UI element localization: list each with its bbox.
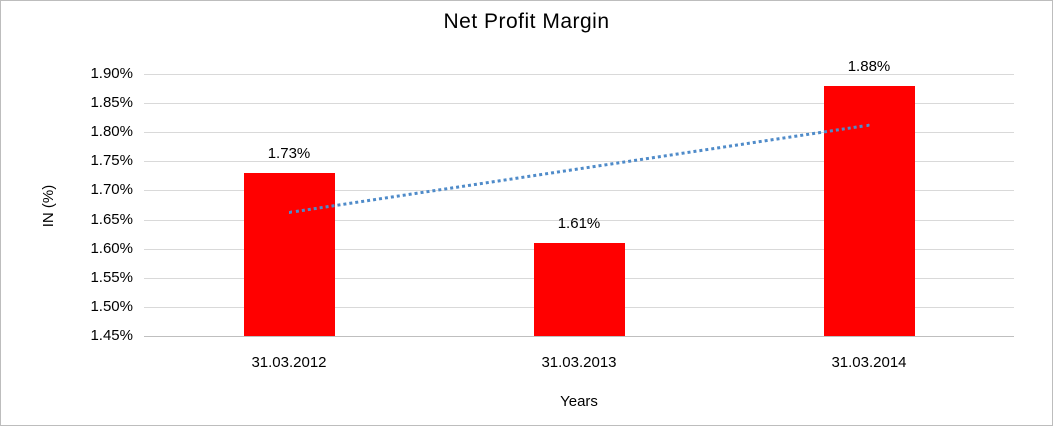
y-tick-label: 1.80%: [90, 123, 133, 140]
x-axis-line: [144, 336, 1014, 337]
y-tick-label: 1.90%: [90, 65, 133, 82]
y-tick-label: 1.85%: [90, 94, 133, 111]
y-tick-label: 1.65%: [90, 211, 133, 228]
y-tick-label: 1.75%: [90, 152, 133, 169]
y-tick-label: 1.50%: [90, 298, 133, 315]
gridline: [144, 220, 1014, 221]
bar-31.03.2013: [534, 243, 625, 336]
x-category-label: 31.03.2013: [541, 354, 617, 371]
gridline: [144, 132, 1014, 133]
y-axis-title: IN (%): [40, 184, 57, 228]
x-category-label: 31.03.2012: [251, 354, 327, 371]
linear-trendline: [288, 123, 870, 214]
gridline: [144, 103, 1014, 104]
gridline: [144, 161, 1014, 162]
y-tick-label: 1.45%: [90, 327, 133, 344]
chart-title: Net Profit Margin: [443, 10, 610, 33]
bar-data-label: 1.73%: [267, 145, 311, 162]
bar-31.03.2012: [244, 173, 335, 336]
bar-data-label: 1.88%: [847, 58, 891, 75]
y-tick-label: 1.55%: [90, 269, 133, 286]
gridline: [144, 74, 1014, 75]
x-axis-title: Years: [560, 393, 598, 410]
bar-data-label: 1.61%: [557, 215, 601, 232]
y-tick-label: 1.70%: [90, 181, 133, 198]
y-tick-label: 1.60%: [90, 240, 133, 257]
bar-31.03.2014: [824, 86, 915, 336]
x-category-label: 31.03.2014: [831, 354, 907, 371]
gridline: [144, 190, 1014, 191]
plot-area: [144, 74, 1014, 337]
